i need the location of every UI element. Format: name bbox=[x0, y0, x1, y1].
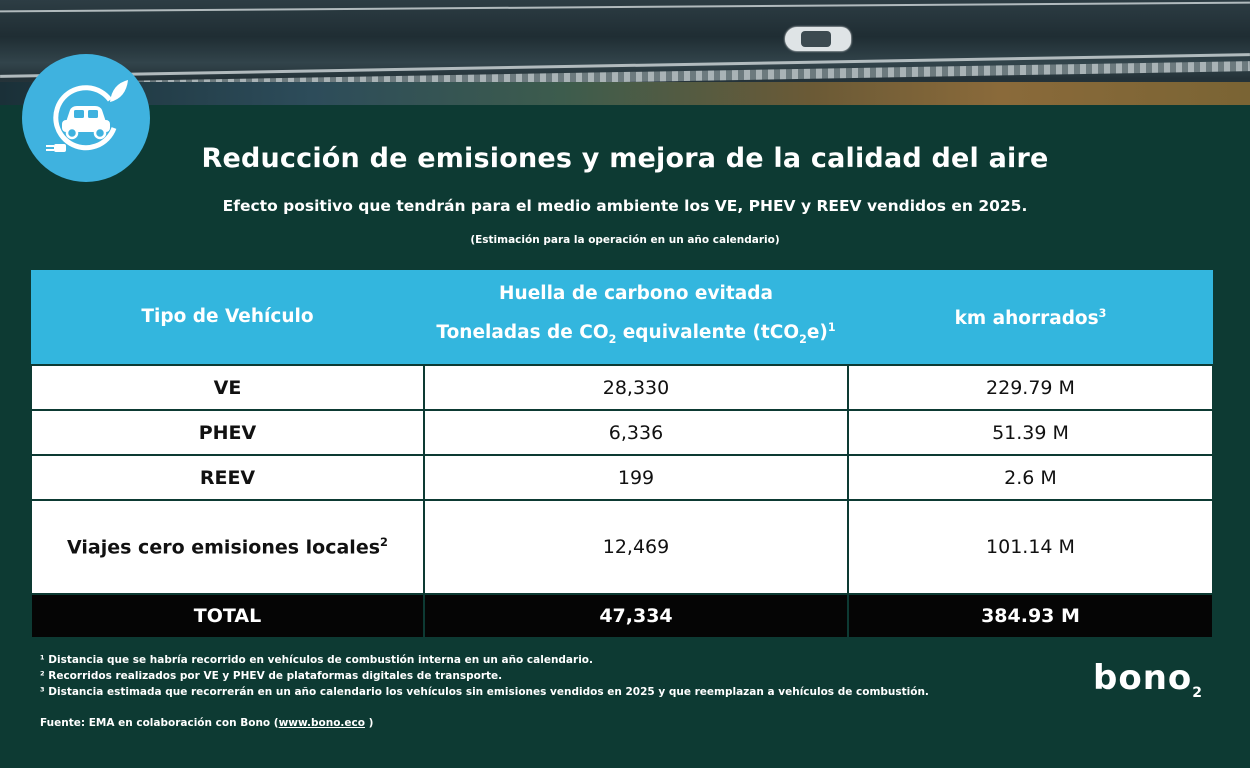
total-km-cell: 384.93 M bbox=[847, 593, 1214, 639]
page-subtitle: Efecto positivo que tendrán para el medi… bbox=[222, 197, 1028, 215]
emissions-table: Tipo de Vehículo Huella de carbono evita… bbox=[30, 270, 1214, 639]
footnote-2: ² Recorridos realizados por VE y PHEV de… bbox=[40, 670, 503, 682]
source-line: Fuente: EMA en colaboración con Bono (ww… bbox=[40, 717, 374, 729]
roadside-ground bbox=[0, 82, 1250, 105]
table-row: REEV 199 2.6 M bbox=[30, 454, 1214, 501]
co2-cell: 28,330 bbox=[423, 364, 849, 411]
source-link[interactable]: www.bono.eco bbox=[278, 717, 365, 729]
row-label: Viajes cero emisiones locales2 bbox=[30, 499, 425, 595]
total-label: TOTAL bbox=[30, 593, 425, 639]
row-label: VE bbox=[30, 364, 425, 411]
road-banner-image bbox=[0, 0, 1250, 105]
km-cell: 101.14 M bbox=[847, 499, 1214, 595]
page-title: Reducción de emisiones y mejora de la ca… bbox=[201, 143, 1049, 174]
co2-cell: 6,336 bbox=[423, 409, 849, 456]
col-km-header: km ahorrados3 bbox=[848, 270, 1213, 365]
col-carbon-header-line1: Huella de carbono evitada bbox=[499, 283, 773, 305]
km-cell: 51.39 M bbox=[847, 409, 1214, 456]
col-carbon-header-line2: Toneladas de CO2 equivalente (tCO2e)1 bbox=[436, 321, 836, 346]
km-cell: 229.79 M bbox=[847, 364, 1214, 411]
footnotes: ¹ Distancia que se habría recorrido en v… bbox=[40, 652, 929, 700]
table-header-row: Tipo de Vehículo Huella de carbono evita… bbox=[31, 270, 1213, 365]
electric-car-plug-leaf-icon bbox=[22, 54, 150, 182]
table-row: VE 28,330 229.79 M bbox=[30, 364, 1214, 411]
bono-logo: bono2 bbox=[1093, 658, 1204, 701]
col-carbon-header: Huella de carbono evitada Toneladas de C… bbox=[424, 270, 848, 365]
footnote-1: ¹ Distancia que se habría recorrido en v… bbox=[40, 654, 593, 666]
row-label: REEV bbox=[30, 454, 425, 501]
lane-line bbox=[0, 1, 1250, 13]
footnote-3: ³ Distancia estimada que recorrerán en u… bbox=[40, 686, 929, 698]
co2-cell: 12,469 bbox=[423, 499, 849, 595]
co2-cell: 199 bbox=[423, 454, 849, 501]
total-co2-cell: 47,334 bbox=[423, 593, 849, 639]
car-image bbox=[785, 27, 851, 51]
total-row: TOTAL 47,334 384.93 M bbox=[30, 593, 1214, 639]
km-cell: 2.6 M bbox=[847, 454, 1214, 501]
table-row: PHEV 6,336 51.39 M bbox=[30, 409, 1214, 456]
table-row: Viajes cero emisiones locales2 12,469 10… bbox=[30, 499, 1214, 595]
estimation-note: (Estimación para la operación en un año … bbox=[470, 234, 780, 246]
row-label: PHEV bbox=[30, 409, 425, 456]
col-vehicle-type-header: Tipo de Vehículo bbox=[31, 270, 424, 365]
